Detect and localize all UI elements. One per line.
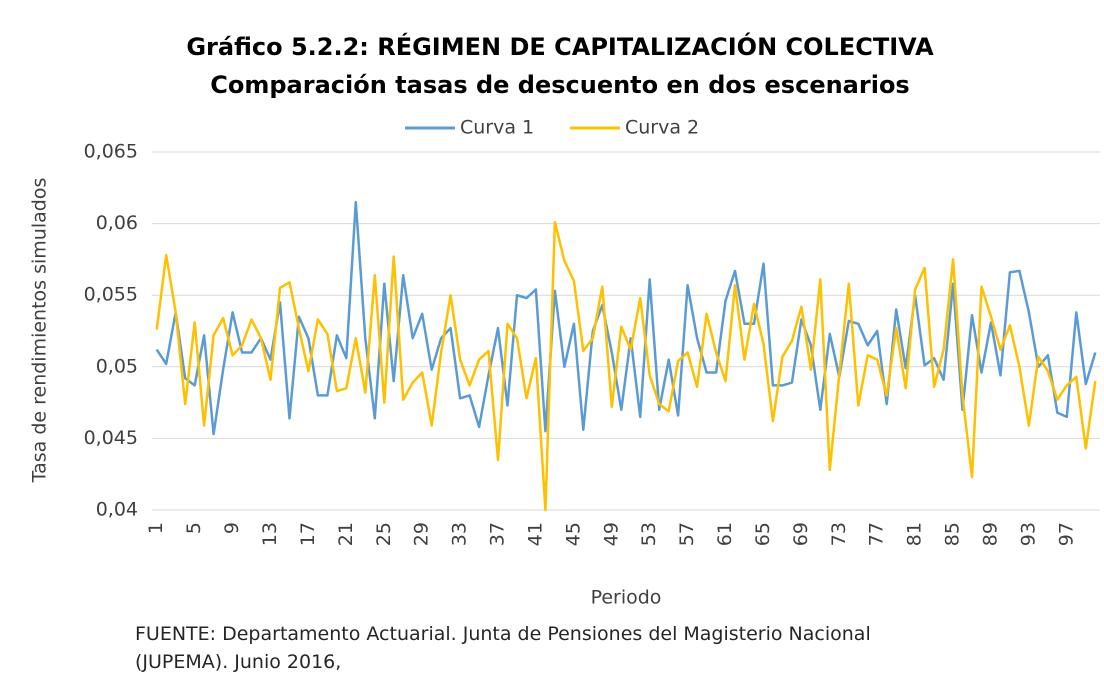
x-tick-label: 97 — [1055, 522, 1077, 546]
x-tick-label: 17 — [297, 522, 319, 546]
x-tick-label: 93 — [1017, 522, 1039, 546]
x-tick-label: 89 — [979, 522, 1001, 546]
x-tick-label: 33 — [449, 522, 471, 546]
x-tick-label: 29 — [411, 522, 433, 546]
x-tick-label: 13 — [259, 522, 281, 546]
x-tick-label: 1 — [145, 522, 167, 534]
x-axis-title: Periodo — [591, 587, 662, 609]
x-tick-label: 49 — [600, 522, 622, 546]
chart-subtitle: Comparación tasas de descuento en dos es… — [210, 71, 909, 99]
y-axis-title: Tasa de rendimientos simulados — [29, 178, 51, 484]
x-tick-label: 57 — [676, 522, 698, 546]
y-tick-label: 0,06 — [96, 212, 138, 234]
x-tick-label: 85 — [942, 522, 964, 546]
source-line: (JUPEMA). Junio 2016, — [135, 651, 342, 673]
series-line — [155, 220, 1097, 512]
x-tick-label: 9 — [221, 522, 243, 534]
legend-label: Curva 1 — [460, 117, 534, 139]
y-tick-label: 0,055 — [84, 284, 138, 306]
source-line: FUENTE: Departamento Actuarial. Junta de… — [135, 623, 871, 645]
y-tick-label: 0,045 — [84, 427, 138, 449]
chart-title: Gráfico 5.2.2: RÉGIMEN DE CAPITALIZACIÓN… — [186, 31, 934, 61]
x-tick-label: 45 — [562, 522, 584, 546]
legend-label: Curva 2 — [625, 117, 699, 139]
source-note: FUENTE: Departamento Actuarial. Junta de… — [135, 620, 1095, 676]
y-tick-label: 0,04 — [96, 499, 138, 521]
chart: Gráfico 5.2.2: RÉGIMEN DE CAPITALIZACIÓN… — [29, 31, 1100, 609]
x-tick-label: 21 — [335, 522, 357, 546]
x-tick-label: 53 — [638, 522, 660, 546]
y-tick-label: 0,065 — [84, 141, 138, 163]
x-tick-label: 73 — [828, 522, 850, 546]
x-tick-label: 25 — [373, 522, 395, 546]
x-tick-label: 5 — [183, 522, 205, 534]
x-tick-label: 77 — [866, 522, 888, 546]
y-tick-label: 0,05 — [96, 355, 138, 377]
x-tick-label: 81 — [904, 522, 926, 546]
x-tick-label: 41 — [524, 522, 546, 546]
x-tick-label: 61 — [714, 522, 736, 546]
x-tick-label: 37 — [487, 522, 509, 546]
x-tick-label: 65 — [752, 522, 774, 546]
x-tick-label: 69 — [790, 522, 812, 546]
